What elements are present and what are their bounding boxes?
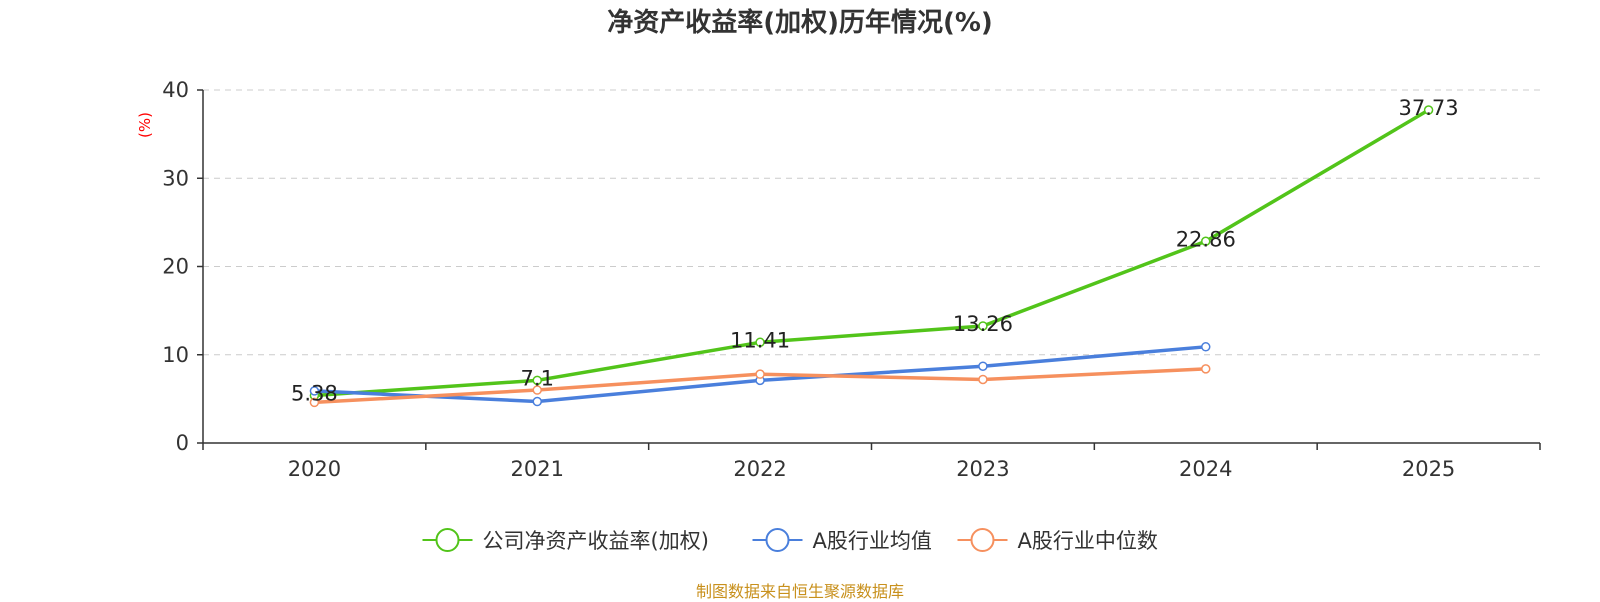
legend-marker [765, 528, 790, 552]
data-point [309, 397, 320, 408]
source-note: 制图数据来自恒生聚源数据库 [695, 582, 904, 601]
data-point [532, 396, 542, 407]
legend-marker [435, 528, 460, 552]
legend: 公司净资产收益率(加权) A股行业均值 A股行业中位数 [422, 528, 1158, 553]
data-point [309, 386, 320, 396]
data-point [532, 375, 542, 386]
x-tick-label: 2023 [956, 457, 1009, 481]
legend-item-2: A股行业均值 [752, 528, 932, 553]
y-tick-label: 40 [162, 78, 189, 102]
y-tick-label: 0 [176, 431, 189, 455]
x-tick-label: 2024 [1179, 457, 1232, 481]
data-point [1201, 342, 1211, 352]
y-tick-label: 30 [162, 166, 189, 190]
legend-label: A股行业中位数 [1018, 529, 1158, 553]
data-point [1201, 236, 1211, 247]
data-point [1201, 364, 1211, 374]
data-label: 13.26 [953, 312, 1013, 336]
data-point [755, 337, 765, 348]
data-point [978, 374, 988, 385]
data-label: 5.38 [291, 382, 338, 406]
data-point [978, 321, 988, 331]
legend-item-3: A股行业中位数 [957, 528, 1158, 553]
grid-layer [203, 89, 1540, 356]
x-tick-label: 2020 [288, 457, 341, 481]
data-label: 11.41 [730, 328, 790, 352]
data-point [978, 361, 988, 371]
chart-title: 净资产收益率(加权)历年情况(%) [607, 8, 993, 38]
data-label-layer: 5.38 7.1 11.41 13.26 22.86 37.73 [291, 96, 1459, 405]
series-line-1 [314, 108, 1430, 398]
data-point [1423, 105, 1434, 115]
legend-item-1: 公司净资产收益率(加权) [422, 528, 709, 553]
data-point [532, 385, 542, 395]
x-tick-label: 2021 [511, 457, 564, 481]
legend-label: 公司净资产收益率(加权) [483, 529, 709, 553]
y-tick-label: 20 [162, 255, 189, 279]
y-axis-unit-label: (%) [136, 112, 154, 138]
data-point [755, 369, 765, 379]
series-layer [309, 105, 1434, 408]
data-label: 37.73 [1399, 96, 1459, 120]
y-tick-label: 10 [162, 343, 189, 367]
data-label: 22.86 [1176, 227, 1236, 251]
axis-layer: 0 10 20 30 40 2020 2021 2022 2023 2024 2025 (%) [136, 78, 1541, 481]
x-tick-label: 2025 [1402, 457, 1455, 481]
x-tick-label: 2022 [733, 457, 786, 481]
legend-marker [970, 528, 995, 552]
legend-label: A股行业均值 [813, 529, 932, 553]
data-label: 7.1 [521, 366, 554, 390]
